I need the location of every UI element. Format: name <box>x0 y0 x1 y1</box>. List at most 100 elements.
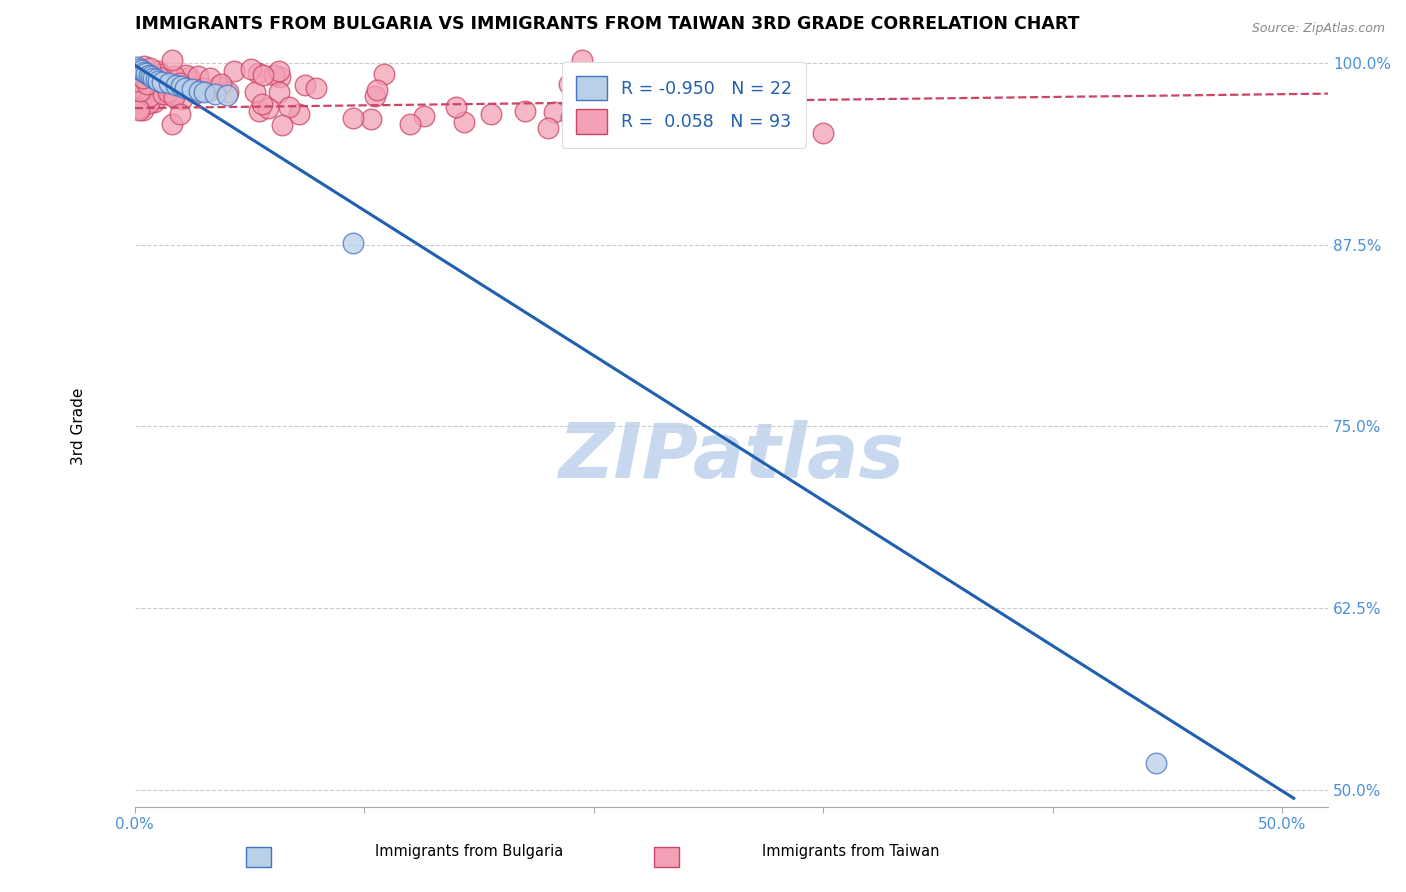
Point <box>127 94 149 108</box>
Point <box>269 64 291 78</box>
Point <box>134 90 156 104</box>
Point <box>209 77 232 91</box>
Point <box>142 82 165 96</box>
Point <box>247 103 270 118</box>
Point <box>160 53 183 67</box>
Point <box>399 117 422 131</box>
Point <box>373 66 395 80</box>
Point <box>366 83 388 97</box>
Point <box>606 128 628 143</box>
Point <box>207 78 229 93</box>
Point <box>138 95 160 110</box>
Point <box>222 64 245 78</box>
Point <box>132 59 155 73</box>
Point <box>143 95 166 110</box>
Point <box>129 77 152 91</box>
Point <box>363 89 385 103</box>
Point <box>204 87 226 101</box>
Point <box>131 100 153 114</box>
Point <box>246 65 269 79</box>
Point <box>152 87 174 101</box>
Point <box>243 85 266 99</box>
Point <box>269 85 291 99</box>
Point <box>513 103 536 118</box>
Point <box>129 84 152 98</box>
Text: Immigrants from Bulgaria: Immigrants from Bulgaria <box>375 845 562 860</box>
Point <box>162 72 184 87</box>
Point <box>131 63 153 78</box>
Point <box>131 94 153 108</box>
Point <box>132 103 155 117</box>
Point <box>571 53 593 67</box>
Point <box>148 63 170 78</box>
Text: Immigrants from Taiwan: Immigrants from Taiwan <box>762 845 939 860</box>
Point <box>127 73 149 87</box>
Point <box>174 68 197 82</box>
Point <box>560 110 582 124</box>
Point <box>576 87 599 101</box>
Point <box>138 68 160 82</box>
Point <box>165 78 187 92</box>
Point <box>162 88 184 103</box>
Point <box>128 62 150 76</box>
Point <box>139 83 162 97</box>
Point <box>215 88 238 103</box>
Point <box>139 61 162 75</box>
Point <box>766 121 789 136</box>
Point <box>191 80 214 95</box>
Point <box>187 69 209 83</box>
Point <box>170 79 193 94</box>
Point <box>188 84 211 98</box>
Point <box>163 89 186 103</box>
Text: ZIPatlas: ZIPatlas <box>558 420 904 494</box>
Point <box>179 70 201 84</box>
Point <box>174 80 197 95</box>
Point <box>157 77 180 91</box>
Point <box>132 65 155 79</box>
Point <box>256 101 278 115</box>
Point <box>138 94 160 108</box>
Point <box>263 68 285 82</box>
Point <box>342 112 364 126</box>
Point <box>131 81 153 95</box>
Point <box>305 80 328 95</box>
Point <box>153 76 176 90</box>
Point <box>444 100 467 114</box>
Point <box>217 85 239 99</box>
Point <box>162 117 184 131</box>
Point <box>294 78 316 92</box>
Point <box>567 108 589 122</box>
Point <box>186 86 208 100</box>
Point <box>145 72 167 87</box>
Point <box>813 126 835 140</box>
Point <box>181 82 204 96</box>
Point <box>146 73 169 87</box>
Point <box>193 85 215 99</box>
Point <box>150 75 173 89</box>
Point <box>342 236 364 251</box>
Point <box>271 118 294 132</box>
Point <box>162 87 184 101</box>
Point <box>155 87 177 101</box>
Point <box>453 115 475 129</box>
Point <box>720 124 742 138</box>
Point <box>287 107 309 121</box>
Point <box>360 112 382 127</box>
Point <box>543 104 565 119</box>
Point <box>169 76 191 90</box>
Point <box>239 62 262 77</box>
Y-axis label: 3rd Grade: 3rd Grade <box>72 388 86 465</box>
Point <box>136 77 159 91</box>
Text: IMMIGRANTS FROM BULGARIA VS IMMIGRANTS FROM TAIWAN 3RD GRADE CORRELATION CHART: IMMIGRANTS FROM BULGARIA VS IMMIGRANTS F… <box>135 15 1080 33</box>
Point <box>127 68 149 82</box>
Point <box>278 100 301 114</box>
Point <box>163 69 186 83</box>
Point <box>172 92 194 106</box>
Point <box>139 69 162 83</box>
Point <box>675 114 697 128</box>
Point <box>153 78 176 93</box>
Point <box>252 68 274 82</box>
Point <box>252 96 274 111</box>
Text: Source: ZipAtlas.com: Source: ZipAtlas.com <box>1251 22 1385 36</box>
Point <box>558 77 581 91</box>
